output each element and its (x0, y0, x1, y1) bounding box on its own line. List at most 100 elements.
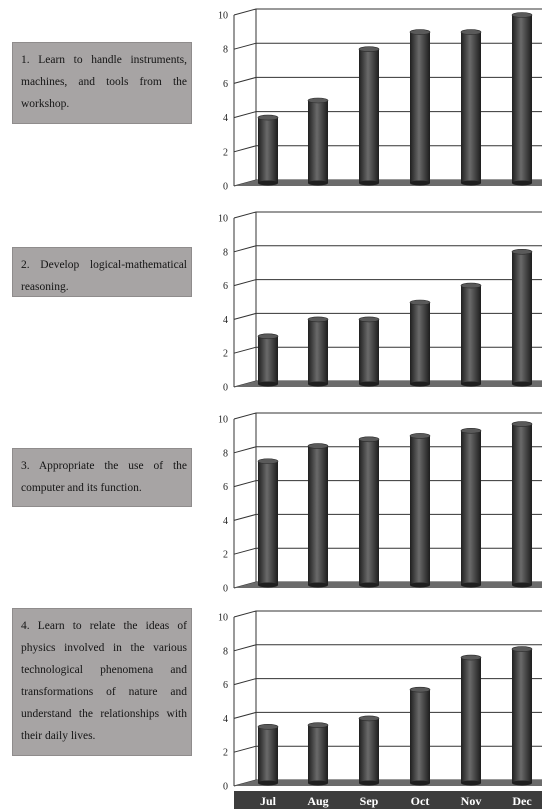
bar-top (511, 12, 533, 18)
bar-body (308, 446, 328, 585)
bar-base (308, 780, 328, 786)
bar-sep (358, 715, 380, 786)
bar-body (359, 319, 379, 384)
category-axis: Jul Aug Sep Oct Nov Dec (234, 791, 542, 809)
y-tick-label: 10 (218, 613, 228, 624)
bar-top (511, 249, 533, 255)
y-tick-label: 10 (218, 415, 228, 426)
chart-floor (234, 582, 542, 588)
gridline (233, 211, 542, 219)
bar-dec (511, 12, 533, 186)
bar-body (512, 424, 532, 585)
y-tick-label: 10 (218, 11, 228, 22)
bar-top (257, 458, 279, 465)
objective-1-text: 1. Learn to handle instruments, machines… (12, 42, 192, 124)
y-tick-label: 6 (223, 680, 228, 691)
chart-floor (234, 780, 542, 786)
bar-base (512, 381, 532, 387)
bar-body (461, 32, 481, 183)
bar-body (461, 285, 481, 384)
chart-1: 0 2 4 6 8 10 (218, 8, 542, 193)
bar-top (460, 428, 482, 434)
bar-dec (511, 421, 533, 588)
bar-top (257, 724, 279, 730)
bar-aug (307, 443, 329, 588)
bar-sep (358, 46, 380, 186)
bar-top (511, 646, 533, 652)
gridline (233, 446, 542, 454)
bar-top (358, 715, 380, 722)
gridline (233, 745, 542, 753)
y-tick-label: 8 (223, 448, 228, 459)
y-tick-label: 6 (223, 281, 228, 292)
bar-base (308, 180, 328, 186)
bar-top (409, 433, 431, 439)
chart-3: 0 2 4 6 8 10 (218, 412, 542, 595)
bar-oct (409, 29, 431, 186)
x-tick-label: Dec (512, 794, 532, 808)
bar-base (359, 381, 379, 387)
gridline (233, 76, 542, 84)
bar-base (512, 780, 532, 786)
y-tick-label: 2 (223, 550, 228, 561)
bar-body (308, 725, 328, 783)
bar-base (258, 180, 278, 186)
category-band (234, 791, 542, 809)
gridline (233, 312, 542, 320)
gridline (233, 279, 542, 287)
y-tick-label: 0 (223, 182, 228, 193)
bar-nov (460, 428, 482, 588)
bar-top (409, 299, 431, 306)
bar-jul (257, 114, 279, 186)
chart-floor (234, 180, 542, 186)
x-tick-label: Sep (360, 794, 379, 808)
gridline (233, 111, 542, 119)
bar-base (359, 780, 379, 786)
bar-body (359, 49, 379, 184)
bar-base (258, 381, 278, 387)
gridline (233, 412, 542, 420)
objective-4-text: 4. Learn to relate the ideas of physics … (12, 608, 192, 756)
y-tick-label: 8 (223, 247, 228, 258)
y-tick-label: 4 (223, 714, 228, 725)
y-tick-label: 2 (223, 147, 228, 158)
bar-base (410, 582, 430, 588)
x-tick-label: Aug (307, 794, 328, 808)
objective-2-text: 2. Develop logical-mathematical reasonin… (12, 247, 192, 297)
bar-base (461, 780, 481, 786)
bar-body (258, 461, 278, 585)
bar-base (258, 780, 278, 786)
bar-top (257, 333, 279, 340)
gridline (233, 145, 542, 153)
chart-4: 0 2 4 6 8 10 (218, 610, 542, 793)
bar-sep (358, 316, 380, 387)
x-tick-label: Jul (260, 794, 277, 808)
bar-top (358, 316, 380, 323)
bar-body (512, 15, 532, 183)
bar-base (410, 780, 430, 786)
y-tick-label: 4 (223, 113, 228, 124)
chart-2: 0 2 4 6 8 10 (218, 211, 542, 394)
bar-base (461, 180, 481, 186)
bar-oct (409, 686, 431, 786)
bar-top (511, 421, 533, 427)
bar-oct (409, 433, 431, 588)
gridline (233, 8, 542, 16)
bar-base (461, 582, 481, 588)
bar-jul (257, 724, 279, 786)
bar-base (410, 381, 430, 387)
bar-body (359, 718, 379, 783)
bar-top (409, 686, 431, 693)
y-tick-label: 10 (218, 214, 228, 225)
bar-body (512, 649, 532, 783)
bar-sep (358, 436, 380, 588)
gridline (233, 480, 542, 488)
gridline (233, 678, 542, 686)
bar-nov (460, 29, 482, 186)
y-tick-label: 4 (223, 315, 228, 326)
bar-top (257, 114, 279, 121)
y-tick-label: 0 (223, 782, 228, 793)
bar-body (461, 657, 481, 783)
bar-body (410, 32, 430, 183)
bar-top (358, 46, 380, 53)
